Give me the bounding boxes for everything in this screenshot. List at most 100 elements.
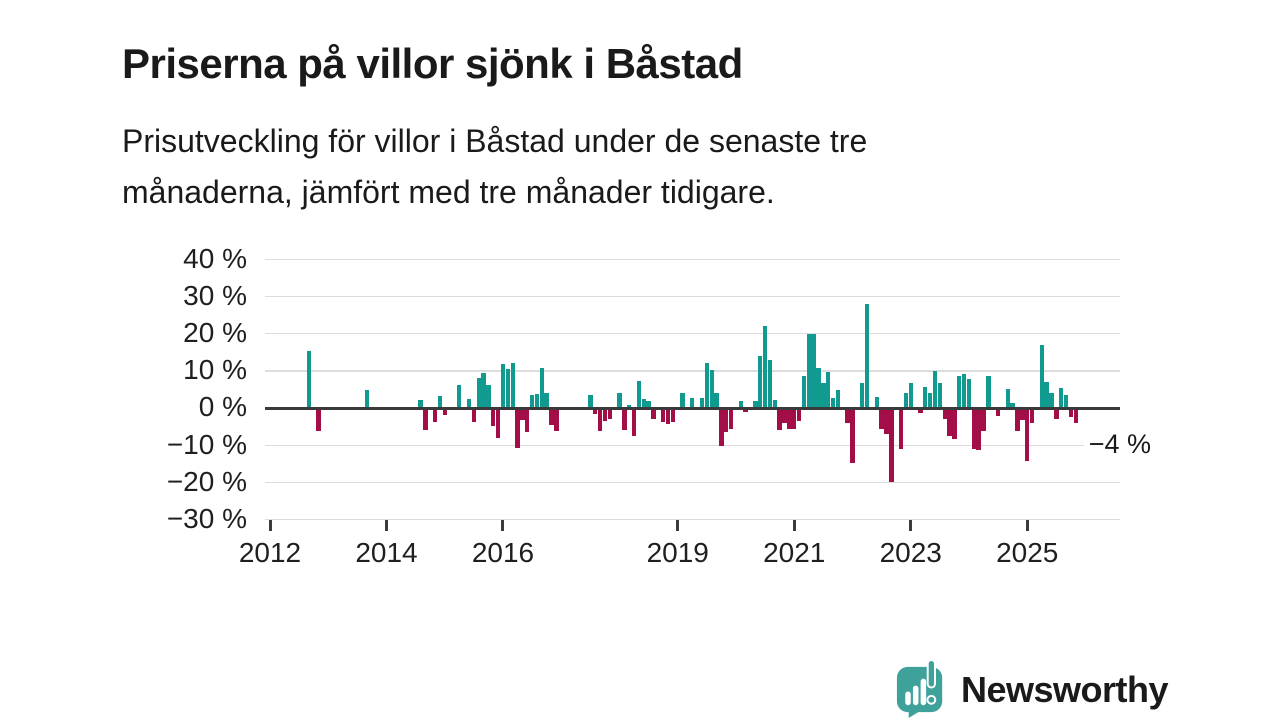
bar bbox=[709, 370, 714, 409]
chart-subtitle: Prisutveckling för villor i Båstad under… bbox=[122, 116, 867, 218]
bar bbox=[937, 382, 943, 409]
bar bbox=[1044, 382, 1049, 409]
y-gridline bbox=[265, 370, 1120, 372]
bar bbox=[1068, 408, 1074, 418]
bar bbox=[758, 356, 763, 409]
x-axis-tick-mark bbox=[384, 520, 388, 531]
bar bbox=[505, 369, 511, 409]
bar bbox=[889, 408, 894, 482]
bar bbox=[1025, 408, 1030, 462]
bar bbox=[835, 390, 841, 409]
x-axis-tick-label: 2012 bbox=[238, 537, 302, 568]
bar bbox=[457, 385, 462, 409]
x-axis-tick-mark bbox=[676, 520, 680, 531]
bar bbox=[525, 408, 530, 432]
bar bbox=[884, 408, 889, 434]
bar bbox=[491, 408, 496, 426]
bar bbox=[316, 408, 321, 431]
x-axis-tick-mark bbox=[792, 520, 796, 531]
y-gridline bbox=[265, 295, 1120, 298]
y-axis-tick-label: −30 % bbox=[166, 502, 247, 534]
bar bbox=[1039, 345, 1044, 409]
bar bbox=[617, 393, 622, 409]
bar bbox=[932, 371, 938, 409]
x-axis-tick-label: 2019 bbox=[646, 537, 709, 568]
y-axis-tick-label: 40 % bbox=[183, 242, 247, 274]
bar bbox=[826, 372, 831, 409]
bar bbox=[806, 333, 811, 409]
newsworthy-logo[interactable]: Newsworthy bbox=[895, 659, 1169, 720]
y-gridline bbox=[265, 332, 1120, 335]
bar bbox=[699, 397, 705, 409]
bar bbox=[500, 363, 506, 409]
bar bbox=[486, 384, 491, 409]
page-title: Priserna på villor sjönk i Båstad bbox=[122, 40, 743, 88]
bar bbox=[918, 408, 923, 413]
bar bbox=[796, 408, 802, 421]
y-axis-tick-label: 0 % bbox=[198, 391, 247, 423]
bar bbox=[660, 408, 666, 423]
bar bbox=[898, 408, 904, 449]
bar bbox=[1010, 403, 1015, 409]
bar bbox=[636, 380, 642, 409]
bar bbox=[971, 408, 977, 449]
bar bbox=[646, 400, 651, 409]
bar bbox=[1005, 389, 1010, 409]
y-axis-tick-label: 30 % bbox=[183, 279, 247, 311]
y-axis-tick-label: 20 % bbox=[183, 316, 247, 348]
newsworthy-logo-icon bbox=[895, 659, 950, 720]
bar bbox=[481, 372, 486, 409]
bar bbox=[466, 398, 472, 409]
last-value-annotation: −4 % bbox=[1083, 429, 1157, 461]
x-axis-tick-mark bbox=[909, 520, 913, 531]
bar bbox=[529, 394, 535, 409]
bar bbox=[597, 408, 603, 431]
newsworthy-logo-text: Newsworthy bbox=[961, 668, 1169, 710]
bar bbox=[908, 383, 913, 409]
bar bbox=[442, 408, 447, 415]
x-axis-tick-label: 2016 bbox=[471, 537, 535, 568]
bar bbox=[981, 408, 986, 432]
bar bbox=[641, 399, 646, 409]
bar bbox=[879, 408, 884, 430]
bar bbox=[859, 382, 865, 409]
bar bbox=[432, 408, 438, 422]
bar bbox=[554, 408, 559, 432]
bar bbox=[714, 393, 719, 409]
bar bbox=[1059, 388, 1064, 409]
bar bbox=[767, 359, 773, 409]
bar bbox=[607, 408, 612, 420]
bar bbox=[874, 396, 879, 409]
bar bbox=[927, 393, 933, 409]
bar bbox=[520, 408, 525, 420]
subtitle-line-2: månaderna, jämfört med tre månader tidig… bbox=[122, 174, 775, 210]
bar bbox=[942, 408, 947, 420]
bar bbox=[1015, 408, 1020, 431]
bar bbox=[534, 393, 540, 409]
bar bbox=[961, 374, 967, 409]
x-axis-tick-mark bbox=[268, 520, 272, 531]
bar bbox=[690, 397, 695, 409]
bar bbox=[830, 397, 836, 409]
bar bbox=[651, 408, 656, 420]
bar bbox=[364, 390, 370, 409]
bar bbox=[903, 393, 909, 409]
bar bbox=[986, 376, 991, 409]
bar bbox=[966, 378, 972, 409]
bar bbox=[845, 408, 850, 424]
bar bbox=[923, 386, 928, 409]
bar bbox=[957, 376, 962, 409]
x-axis-tick-label: 2021 bbox=[763, 537, 826, 568]
bar bbox=[801, 375, 807, 409]
bar bbox=[787, 408, 792, 429]
bar bbox=[495, 408, 501, 439]
bar bbox=[476, 377, 481, 409]
bar bbox=[1054, 408, 1059, 420]
bar bbox=[821, 382, 826, 409]
bar bbox=[418, 400, 423, 409]
bar bbox=[680, 392, 685, 409]
bar bbox=[549, 408, 554, 426]
bar bbox=[306, 350, 312, 409]
